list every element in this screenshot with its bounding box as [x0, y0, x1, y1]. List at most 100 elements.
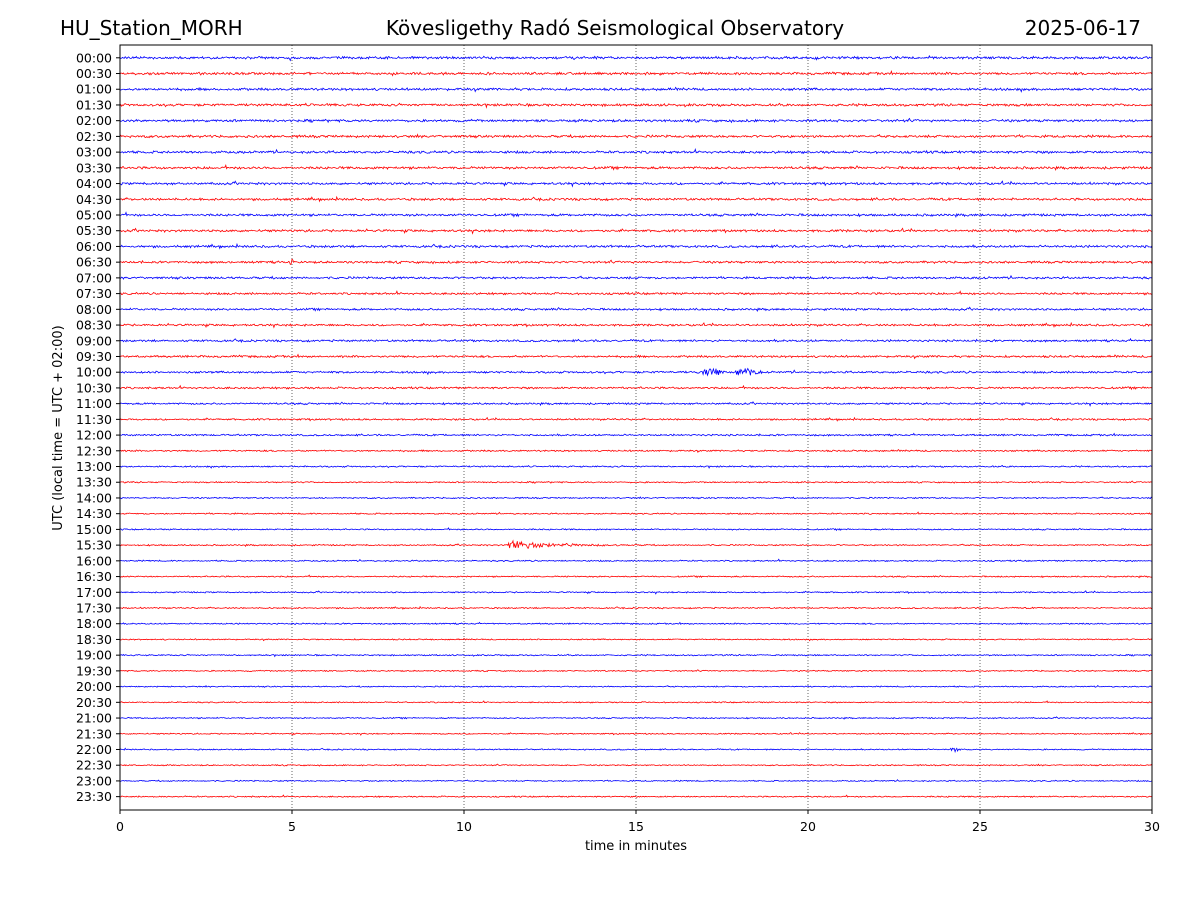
y-tick-label: 08:30 [76, 318, 112, 333]
y-tick-label: 23:30 [76, 789, 112, 804]
trace-2130 [119, 731, 1153, 736]
x-tick-label: 25 [972, 819, 988, 834]
trace-1500 [119, 527, 1153, 532]
trace-1530 [119, 539, 1153, 549]
trace-1930 [119, 669, 1153, 673]
trace-0630 [119, 258, 1153, 266]
trace-1200 [119, 432, 1153, 437]
trace-1900 [119, 653, 1153, 658]
trace-0300 [119, 148, 1153, 155]
y-tick-label: 16:00 [76, 553, 112, 568]
y-tick-label: 00:30 [76, 66, 112, 81]
y-tick-label: 22:00 [76, 742, 112, 757]
y-tick-label: 23:00 [76, 773, 112, 788]
y-tick-label: 07:30 [76, 286, 112, 301]
y-tick-label: 08:00 [76, 302, 112, 317]
x-tick-label: 20 [800, 819, 816, 834]
trace-1630 [119, 574, 1153, 579]
trace-0130 [119, 102, 1153, 109]
y-tick-label: 22:30 [76, 758, 112, 773]
trace-2000 [119, 684, 1153, 688]
y-tick-label: 01:30 [76, 97, 112, 112]
trace-0830 [119, 321, 1153, 329]
y-tick-label: 11:30 [76, 412, 112, 427]
x-tick-label: 5 [288, 819, 296, 834]
y-tick-label: 14:00 [76, 490, 112, 505]
y-tick-label: 04:00 [76, 176, 112, 191]
trace-0330 [119, 163, 1153, 171]
station-title: HU_Station_MORH [60, 16, 243, 40]
trace-0000 [119, 54, 1153, 62]
y-tick-label: 19:30 [76, 663, 112, 678]
y-tick-label: 02:00 [76, 113, 112, 128]
trace-1300 [119, 464, 1152, 469]
trace-0700 [119, 274, 1153, 281]
seismic-traces [119, 54, 1153, 799]
y-tick-label: 19:00 [76, 648, 112, 663]
y-tick-label: 17:30 [76, 601, 112, 616]
y-tick-label: 13:30 [76, 475, 112, 490]
trace-0200 [119, 117, 1153, 124]
trace-1730 [119, 605, 1153, 610]
y-tick-label: 15:00 [76, 522, 112, 537]
y-tick-label: 00:00 [76, 50, 112, 65]
y-tick-label: 03:30 [76, 160, 112, 175]
y-tick-label: 07:00 [76, 270, 112, 285]
trace-1000 [119, 367, 1153, 377]
trace-0230 [119, 133, 1153, 139]
y-tick-label: 16:30 [76, 569, 112, 584]
y-tick-label: 05:30 [76, 223, 112, 238]
x-axis-ticks: 0 5 10 15 20 25 30 [116, 810, 1160, 834]
y-tick-label: 05:00 [76, 208, 112, 223]
trace-0900 [119, 337, 1153, 344]
x-axis-label: time in minutes [585, 839, 687, 854]
trace-2300 [119, 779, 1153, 783]
y-tick-label: 14:30 [76, 506, 112, 521]
trace-1030 [119, 384, 1153, 391]
date-title: 2025-06-17 [1024, 16, 1141, 40]
y-tick-label: 09:00 [76, 333, 112, 348]
y-tick-label: 10:30 [76, 380, 112, 395]
y-tick-label: 21:00 [76, 711, 112, 726]
trace-1330 [119, 480, 1153, 484]
trace-0800 [119, 306, 1153, 313]
trace-0100 [119, 86, 1153, 93]
trace-1430 [119, 511, 1153, 515]
y-tick-label: 06:30 [76, 255, 112, 270]
trace-0030 [119, 70, 1153, 77]
y-axis-label: UTC (local time = UTC + 02:00) [51, 325, 66, 530]
trace-0530 [119, 227, 1153, 235]
y-tick-label: 06:00 [76, 239, 112, 254]
y-tick-label: 12:00 [76, 428, 112, 443]
y-tick-label: 11:00 [76, 396, 112, 411]
y-tick-label: 18:30 [76, 632, 112, 647]
x-tick-label: 10 [456, 819, 472, 834]
x-tick-label: 0 [116, 819, 124, 834]
y-tick-label: 12:30 [76, 443, 112, 458]
y-tick-label: 10:00 [76, 365, 112, 380]
trace-2200 [119, 747, 1153, 754]
y-tick-label: 03:00 [76, 145, 112, 160]
trace-0730 [119, 290, 1153, 296]
y-tick-label: 01:00 [76, 82, 112, 97]
trace-2100 [119, 716, 1153, 720]
trace-1400 [119, 496, 1153, 500]
observatory-title: Kövesligethy Radó Seismological Observat… [385, 16, 845, 40]
y-tick-label: 18:00 [76, 616, 112, 631]
y-tick-label: 04:30 [76, 192, 112, 207]
y-tick-label: 20:00 [76, 679, 112, 694]
y-tick-label: 15:30 [76, 538, 112, 553]
grid-lines [291, 45, 981, 810]
y-tick-label: 09:30 [76, 349, 112, 364]
trace-0600 [119, 242, 1153, 250]
trace-0400 [119, 180, 1153, 188]
y-tick-label: 13:00 [76, 459, 112, 474]
trace-1130 [119, 416, 1153, 422]
y-tick-label: 20:30 [76, 695, 112, 710]
trace-2330 [119, 794, 1153, 799]
trace-1100 [119, 401, 1153, 407]
trace-1830 [119, 638, 1153, 642]
x-tick-label: 15 [628, 819, 644, 834]
trace-0430 [119, 195, 1153, 203]
